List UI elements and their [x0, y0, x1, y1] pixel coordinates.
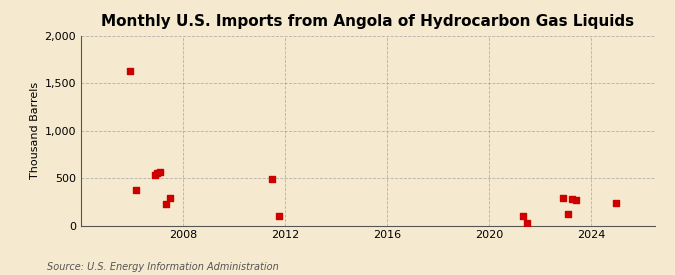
Point [161, 202, 171, 206]
Point [611, 200, 622, 205]
Point [150, 173, 161, 177]
Point [267, 177, 277, 181]
Point [165, 196, 176, 200]
Point [273, 214, 284, 218]
Point [562, 212, 573, 216]
Text: Source: U.S. Energy Information Administration: Source: U.S. Energy Information Administ… [47, 262, 279, 272]
Title: Monthly U.S. Imports from Angola of Hydrocarbon Gas Liquids: Monthly U.S. Imports from Angola of Hydr… [101, 14, 634, 29]
Point [571, 198, 582, 203]
Point [558, 196, 569, 200]
Point [154, 170, 165, 174]
Y-axis label: Thousand Barrels: Thousand Barrels [30, 82, 40, 179]
Point [518, 214, 529, 218]
Point [152, 171, 163, 175]
Point [566, 197, 577, 201]
Point [131, 188, 142, 192]
Point [125, 69, 136, 73]
Point [522, 221, 533, 225]
